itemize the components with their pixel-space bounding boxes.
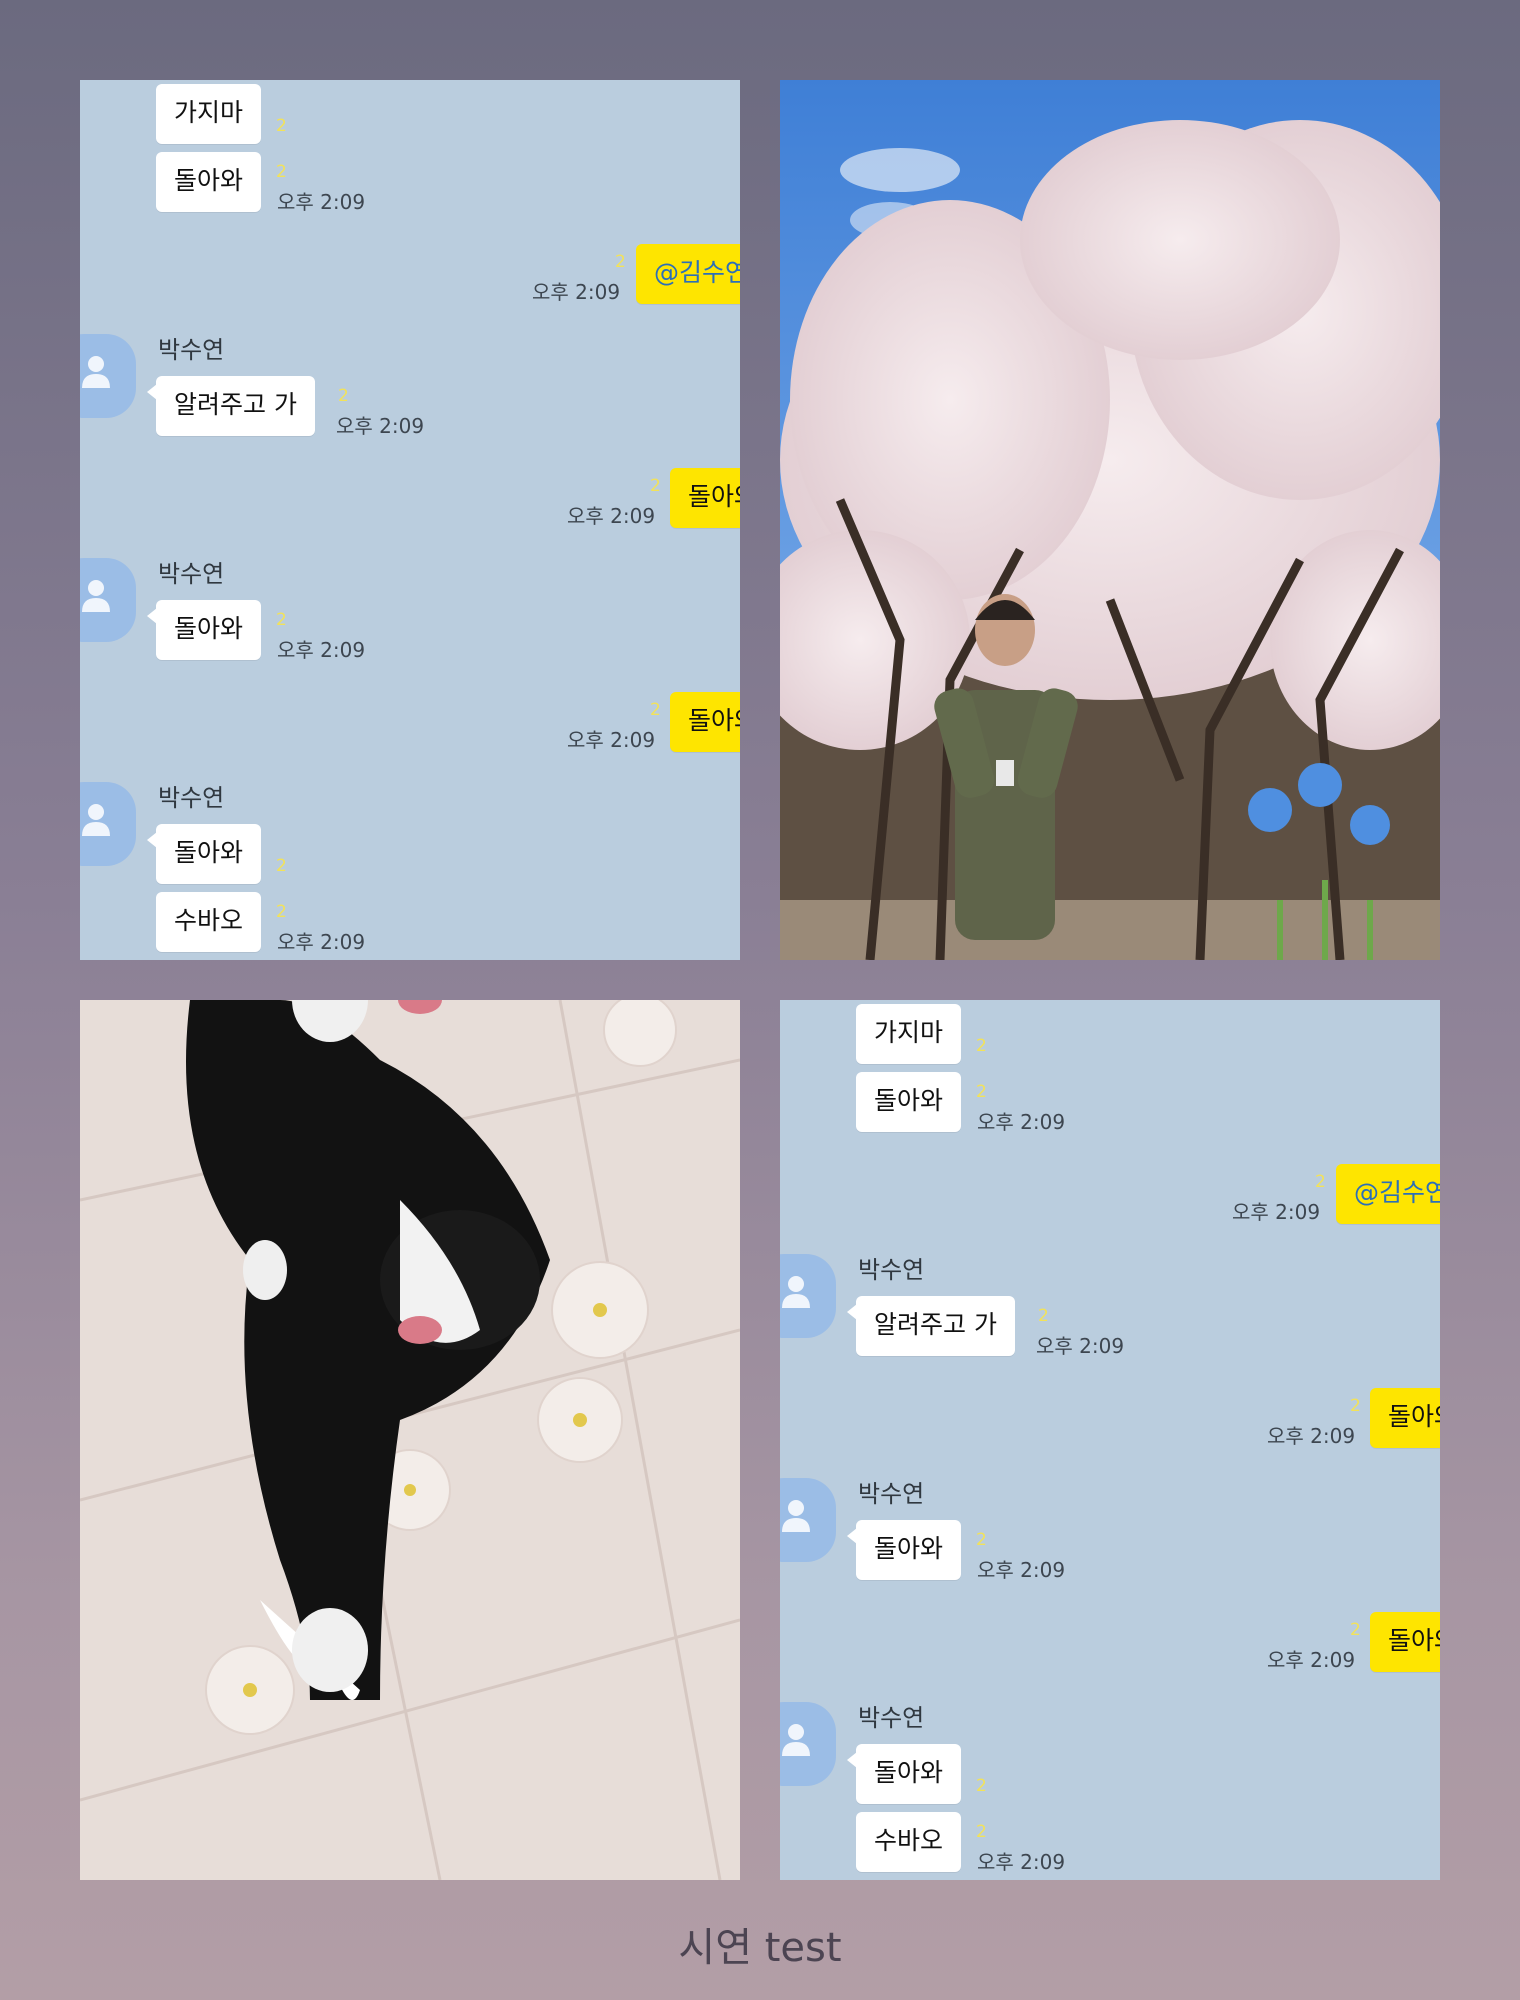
unread-count: 2: [650, 700, 661, 720]
message-text: 알려주고 가: [874, 1310, 997, 1339]
person-icon: [82, 804, 110, 836]
message-text: 돌아와: [174, 166, 244, 195]
message-bubble[interactable]: 돌아와: [846, 1520, 962, 1580]
sender-name: 박수연: [858, 1704, 925, 1732]
unread-count: 2: [1315, 1172, 1326, 1192]
photo-cherry-blossom[interactable]: [780, 80, 1440, 960]
message-bubble[interactable]: 돌아와: [846, 1744, 962, 1804]
mention-text: @김수연: [654, 258, 740, 287]
sender-name: 박수연: [158, 784, 225, 812]
unread-count: 2: [1350, 1620, 1361, 1640]
message-time: 오후 2:09: [532, 280, 621, 304]
unread-count: 2: [976, 1530, 987, 1550]
message-text: 수바오: [874, 1826, 944, 1855]
chat-screenshot-1: 가지마 2 돌아와 2 오후 2:09 2 오후 2:09 @김수연 박수연 알…: [80, 80, 740, 960]
message-time: 오후 2:09: [277, 930, 366, 954]
person-icon: [782, 1500, 810, 1532]
avatar[interactable]: [780, 1254, 836, 1338]
avatar[interactable]: [80, 334, 136, 418]
message-bubble[interactable]: 돌아와: [146, 824, 262, 884]
unread-count: 2: [338, 386, 349, 406]
message-text: 수바오: [174, 906, 244, 935]
message-time: 오후 2:09: [336, 414, 425, 438]
cat-photo: [80, 1000, 740, 1880]
unread-count: 2: [276, 902, 287, 922]
message-text: 돌아와: [174, 614, 244, 643]
unread-count: 2: [276, 162, 287, 182]
message-time: 오후 2:09: [277, 638, 366, 662]
cherry-blossom-photo: [780, 80, 1440, 960]
avatar[interactable]: [780, 1478, 836, 1562]
message-text: 돌아와: [874, 1534, 944, 1563]
unread-count: 2: [650, 476, 661, 496]
message-time: 오후 2:09: [1036, 1334, 1125, 1358]
message-bubble[interactable]: 돌아와: [156, 152, 262, 212]
unread-count: 2: [976, 1036, 987, 1056]
message-text: 돌아와: [174, 838, 244, 867]
message-bubble[interactable]: 가지마: [856, 1004, 962, 1064]
avatar[interactable]: [780, 1702, 836, 1786]
cat-figure: [186, 1000, 550, 1700]
avatar[interactable]: [80, 782, 136, 866]
message-text: 돌아와: [1388, 1626, 1440, 1655]
message-bubble[interactable]: 알려주고 가: [847, 1296, 1015, 1356]
person-icon: [782, 1724, 810, 1756]
message-bubble[interactable]: 알려주고 가: [147, 376, 315, 436]
blue-flower-sticker: [1248, 763, 1390, 960]
message-text: 돌아와: [874, 1086, 944, 1115]
my-message-bubble[interactable]: 돌아와: [1370, 1612, 1440, 1672]
message-bubble[interactable]: 가지마: [156, 84, 262, 144]
person-icon: [82, 356, 110, 388]
message-bubble[interactable]: 돌아와: [146, 600, 262, 660]
message-text: 가지마: [174, 98, 244, 127]
photo-cat[interactable]: [80, 1000, 740, 1880]
unread-count: 2: [1038, 1306, 1049, 1326]
sender-name: 박수연: [158, 336, 225, 364]
message-time: 오후 2:09: [977, 1850, 1066, 1874]
message-text: 돌아와: [688, 482, 740, 511]
unread-count: 2: [976, 1822, 987, 1842]
soldier-figure: [934, 594, 1078, 940]
unread-count: 2: [1350, 1396, 1361, 1416]
message-time: 오후 2:09: [1232, 1200, 1321, 1224]
message-time: 오후 2:09: [1267, 1424, 1356, 1448]
message-text: 돌아와: [874, 1758, 944, 1787]
message-time: 오후 2:09: [1267, 1648, 1356, 1672]
sender-name: 박수연: [158, 560, 225, 588]
message-text: 돌아와: [1388, 1402, 1440, 1431]
chat-screenshot-2: 가지마 2 돌아와 2 오후 2:09 2 오후 2:09 @김수연 박수연 알…: [780, 1000, 1440, 1880]
unread-count: 2: [615, 252, 626, 272]
unread-count: 2: [976, 1082, 987, 1102]
avatar[interactable]: [80, 558, 136, 642]
my-message-bubble[interactable]: 돌아와: [1370, 1388, 1440, 1448]
person-icon: [782, 1276, 810, 1308]
sender-name: 박수연: [858, 1256, 925, 1284]
my-message-bubble[interactable]: @김수연: [1336, 1164, 1440, 1224]
my-message-bubble[interactable]: 돌아와: [670, 468, 740, 528]
message-time: 오후 2:09: [977, 1558, 1066, 1582]
message-time: 오후 2:09: [277, 190, 366, 214]
message-time: 오후 2:09: [567, 728, 656, 752]
message-text: 돌아와: [688, 706, 740, 735]
sender-name: 박수연: [858, 1480, 925, 1508]
message-time: 오후 2:09: [977, 1110, 1066, 1134]
unread-count: 2: [276, 116, 287, 136]
my-message-bubble[interactable]: 돌아와: [670, 692, 740, 752]
message-text: 알려주고 가: [174, 390, 297, 419]
my-message-bubble[interactable]: @김수연: [636, 244, 740, 304]
unread-count: 2: [276, 610, 287, 630]
message-bubble[interactable]: 돌아와: [856, 1072, 962, 1132]
caption: 시연 test: [678, 1925, 842, 1971]
person-icon: [82, 580, 110, 612]
message-bubble[interactable]: 수바오: [156, 892, 262, 952]
mention-text: @김수연: [1354, 1178, 1440, 1207]
message-text: 가지마: [874, 1018, 944, 1047]
message-bubble[interactable]: 수바오: [856, 1812, 962, 1872]
unread-count: 2: [276, 856, 287, 876]
message-time: 오후 2:09: [567, 504, 656, 528]
unread-count: 2: [976, 1776, 987, 1796]
